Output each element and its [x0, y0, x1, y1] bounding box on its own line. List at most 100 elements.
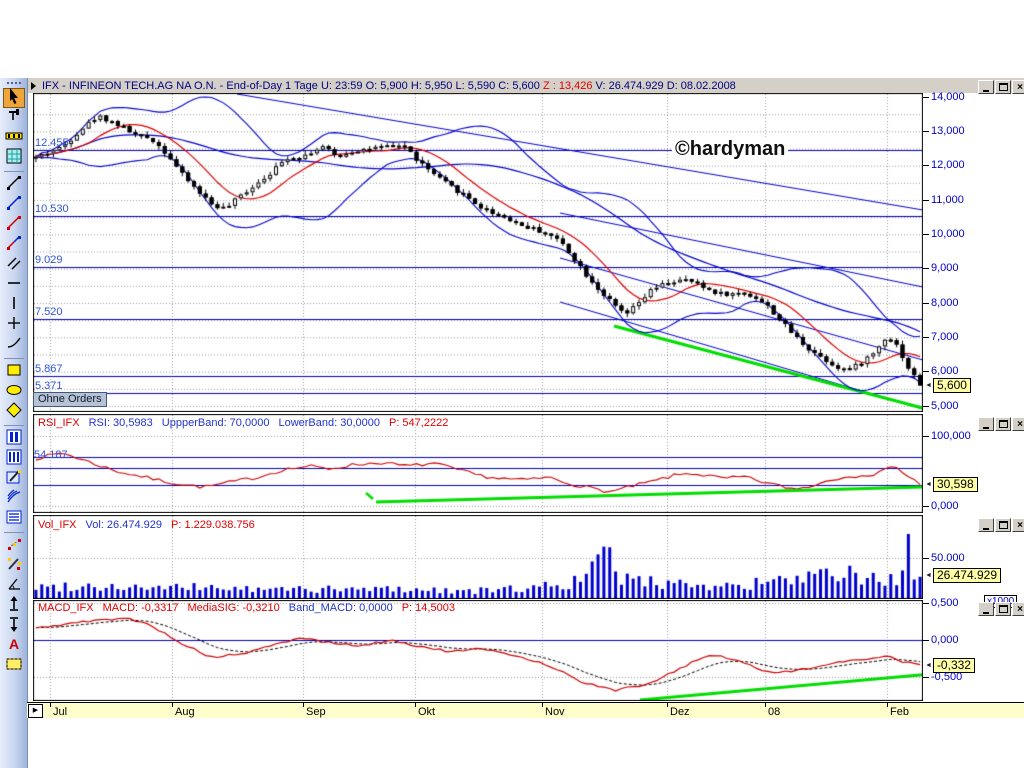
month-tick-Feb	[887, 703, 888, 707]
axis-scroll-button[interactable]: ▶	[28, 704, 43, 718]
support-level-label-7.520: 7.520	[35, 306, 63, 318]
split-3-tool[interactable]	[3, 449, 25, 469]
maximize-icon	[998, 420, 1008, 428]
toolbar-separator	[3, 425, 24, 426]
rectangle-tool[interactable]	[3, 362, 25, 382]
month-tick-Sep	[303, 703, 304, 707]
price-axis-9,000-label: 9,000	[931, 262, 959, 274]
trendline-red-tool[interactable]	[3, 215, 25, 235]
price-axis-6,000-tick	[923, 371, 929, 372]
rsi-maximize-button[interactable]	[995, 417, 1011, 431]
letterA-icon: A	[5, 635, 23, 658]
rsi-axis-100,000-tick	[923, 436, 929, 437]
price-axis-11,000-label: 11,000	[931, 194, 964, 206]
month-label-Okt: Okt	[418, 706, 436, 718]
titlebar-arrow-icon	[31, 81, 36, 90]
rsi-header-segment: RSI: 30,5983	[88, 417, 153, 429]
marquee-icon	[5, 655, 23, 678]
macd-minimize-button[interactable]	[978, 602, 994, 616]
curve-tool[interactable]	[3, 335, 25, 355]
main-maximize-button[interactable]	[995, 80, 1011, 94]
cross-line-tool[interactable]	[3, 315, 25, 335]
diamond-tool[interactable]	[3, 401, 25, 422]
arrow-up-tool[interactable]	[3, 595, 25, 618]
rsi-minimize-button[interactable]	[978, 417, 994, 431]
pointer-tool[interactable]	[2, 87, 25, 108]
month-tick-Nov	[542, 703, 543, 707]
macd-indicator-canvas[interactable]	[33, 600, 923, 701]
text-label-tool[interactable]: A	[3, 636, 25, 656]
macd-axis-0,000-label: 0,000	[931, 634, 959, 646]
watermark-text: ©hardyman	[672, 138, 789, 161]
chart-window-titlebar[interactable]: IFX - INFINEON TECH.AG NA O.N. - End-of-…	[27, 78, 1024, 93]
main-price-chart-canvas[interactable]	[33, 93, 923, 412]
badge-arrow-icon: ◄	[925, 481, 932, 488]
price-axis-10,000-tick	[923, 234, 929, 235]
rsi-header-segment: UppperBand: 70,0000	[161, 417, 270, 429]
vol-close-button[interactable]: ×	[1012, 518, 1024, 532]
trendline-blue-tool[interactable]	[3, 195, 25, 215]
macd-axis-0,500-label: 0,500	[931, 597, 959, 609]
snap-strip-tool[interactable]	[3, 128, 25, 148]
close-icon: ×	[1017, 418, 1023, 430]
price-axis-7,000-tick	[923, 337, 929, 338]
horizontal-line-tool[interactable]	[3, 275, 25, 295]
vol-minimize-button[interactable]	[978, 518, 994, 532]
rsi-header-segment: P: 547,2222	[388, 417, 449, 429]
macd-maximize-button[interactable]	[995, 602, 1011, 616]
close-icon: ×	[1017, 519, 1023, 531]
chart-window-title: IFX - INFINEON TECH.AG NA O.N. - End-of-…	[42, 79, 736, 92]
pin-tool[interactable]	[3, 108, 25, 128]
orders-status-label: Ohne Orders	[33, 392, 107, 407]
zoom-box-tool[interactable]	[3, 148, 25, 168]
rsi-close-button[interactable]: ×	[1012, 417, 1024, 431]
textblock-icon	[5, 508, 23, 531]
macd-close-button[interactable]: ×	[1012, 602, 1024, 616]
angle-icon	[5, 575, 23, 598]
vol-header-segment: Vol_IFX	[38, 519, 77, 531]
fan-icon	[5, 488, 23, 511]
text-block-tool[interactable]	[3, 509, 25, 529]
macd-window-controls: ×	[978, 602, 1024, 616]
trend-dots-tool[interactable]	[3, 536, 25, 556]
ellipse-tool[interactable]	[3, 382, 25, 402]
pencildots-icon	[5, 555, 23, 578]
main-close-button[interactable]: ×	[1012, 80, 1024, 94]
macd-header-segment: Band_MACD: 0,0000	[288, 602, 393, 614]
arrow-down-tool[interactable]	[3, 616, 25, 636]
parallel-lines-tool[interactable]	[3, 255, 25, 275]
toolbar-grip-handle[interactable]	[6, 80, 21, 86]
macd-header-segment: P: 14,5003	[401, 602, 455, 614]
volume-indicator-canvas[interactable]	[33, 515, 923, 599]
rsi-axis-100,000-label: 100,000	[931, 430, 971, 442]
hline-icon	[5, 274, 23, 297]
price-axis-12,000-tick	[923, 165, 929, 166]
main-window-controls: ×	[978, 80, 1024, 94]
macd-axis-0,000-tick	[923, 640, 929, 641]
price-axis-11,000-tick	[923, 200, 929, 201]
draw-pencil-tool[interactable]	[3, 556, 25, 576]
price-axis-8,000-tick	[923, 303, 929, 304]
angle-tool[interactable]	[3, 576, 25, 596]
arrowup-icon	[5, 595, 23, 618]
vol-maximize-button[interactable]	[995, 518, 1011, 532]
main-minimize-button[interactable]	[978, 80, 994, 94]
vertical-line-tool[interactable]	[3, 295, 25, 315]
edit-chart-tool[interactable]	[3, 469, 25, 489]
maximize-icon	[998, 521, 1008, 529]
macd-axis--0,500-label: -0,500	[931, 671, 963, 683]
line-redblue-icon	[5, 234, 23, 257]
trendline-black-tool[interactable]	[3, 175, 25, 195]
rsi-indicator-canvas[interactable]	[33, 414, 923, 513]
trenddots-icon	[5, 535, 23, 558]
month-tick-Aug	[172, 703, 173, 707]
fan-lines-tool[interactable]	[3, 489, 25, 509]
split-2-tool[interactable]	[3, 429, 25, 449]
cross-icon	[5, 314, 23, 337]
price-axis-14,000-label: 14,000	[931, 91, 965, 103]
trendline-redblue-tool[interactable]	[3, 235, 25, 255]
marquee-tool[interactable]	[3, 656, 25, 676]
price-axis-12,000-label: 12,000	[931, 159, 965, 171]
rsi-value-badge: ◄ 30,598	[925, 477, 978, 492]
support-level-label-12.455: 12.455	[35, 137, 69, 149]
